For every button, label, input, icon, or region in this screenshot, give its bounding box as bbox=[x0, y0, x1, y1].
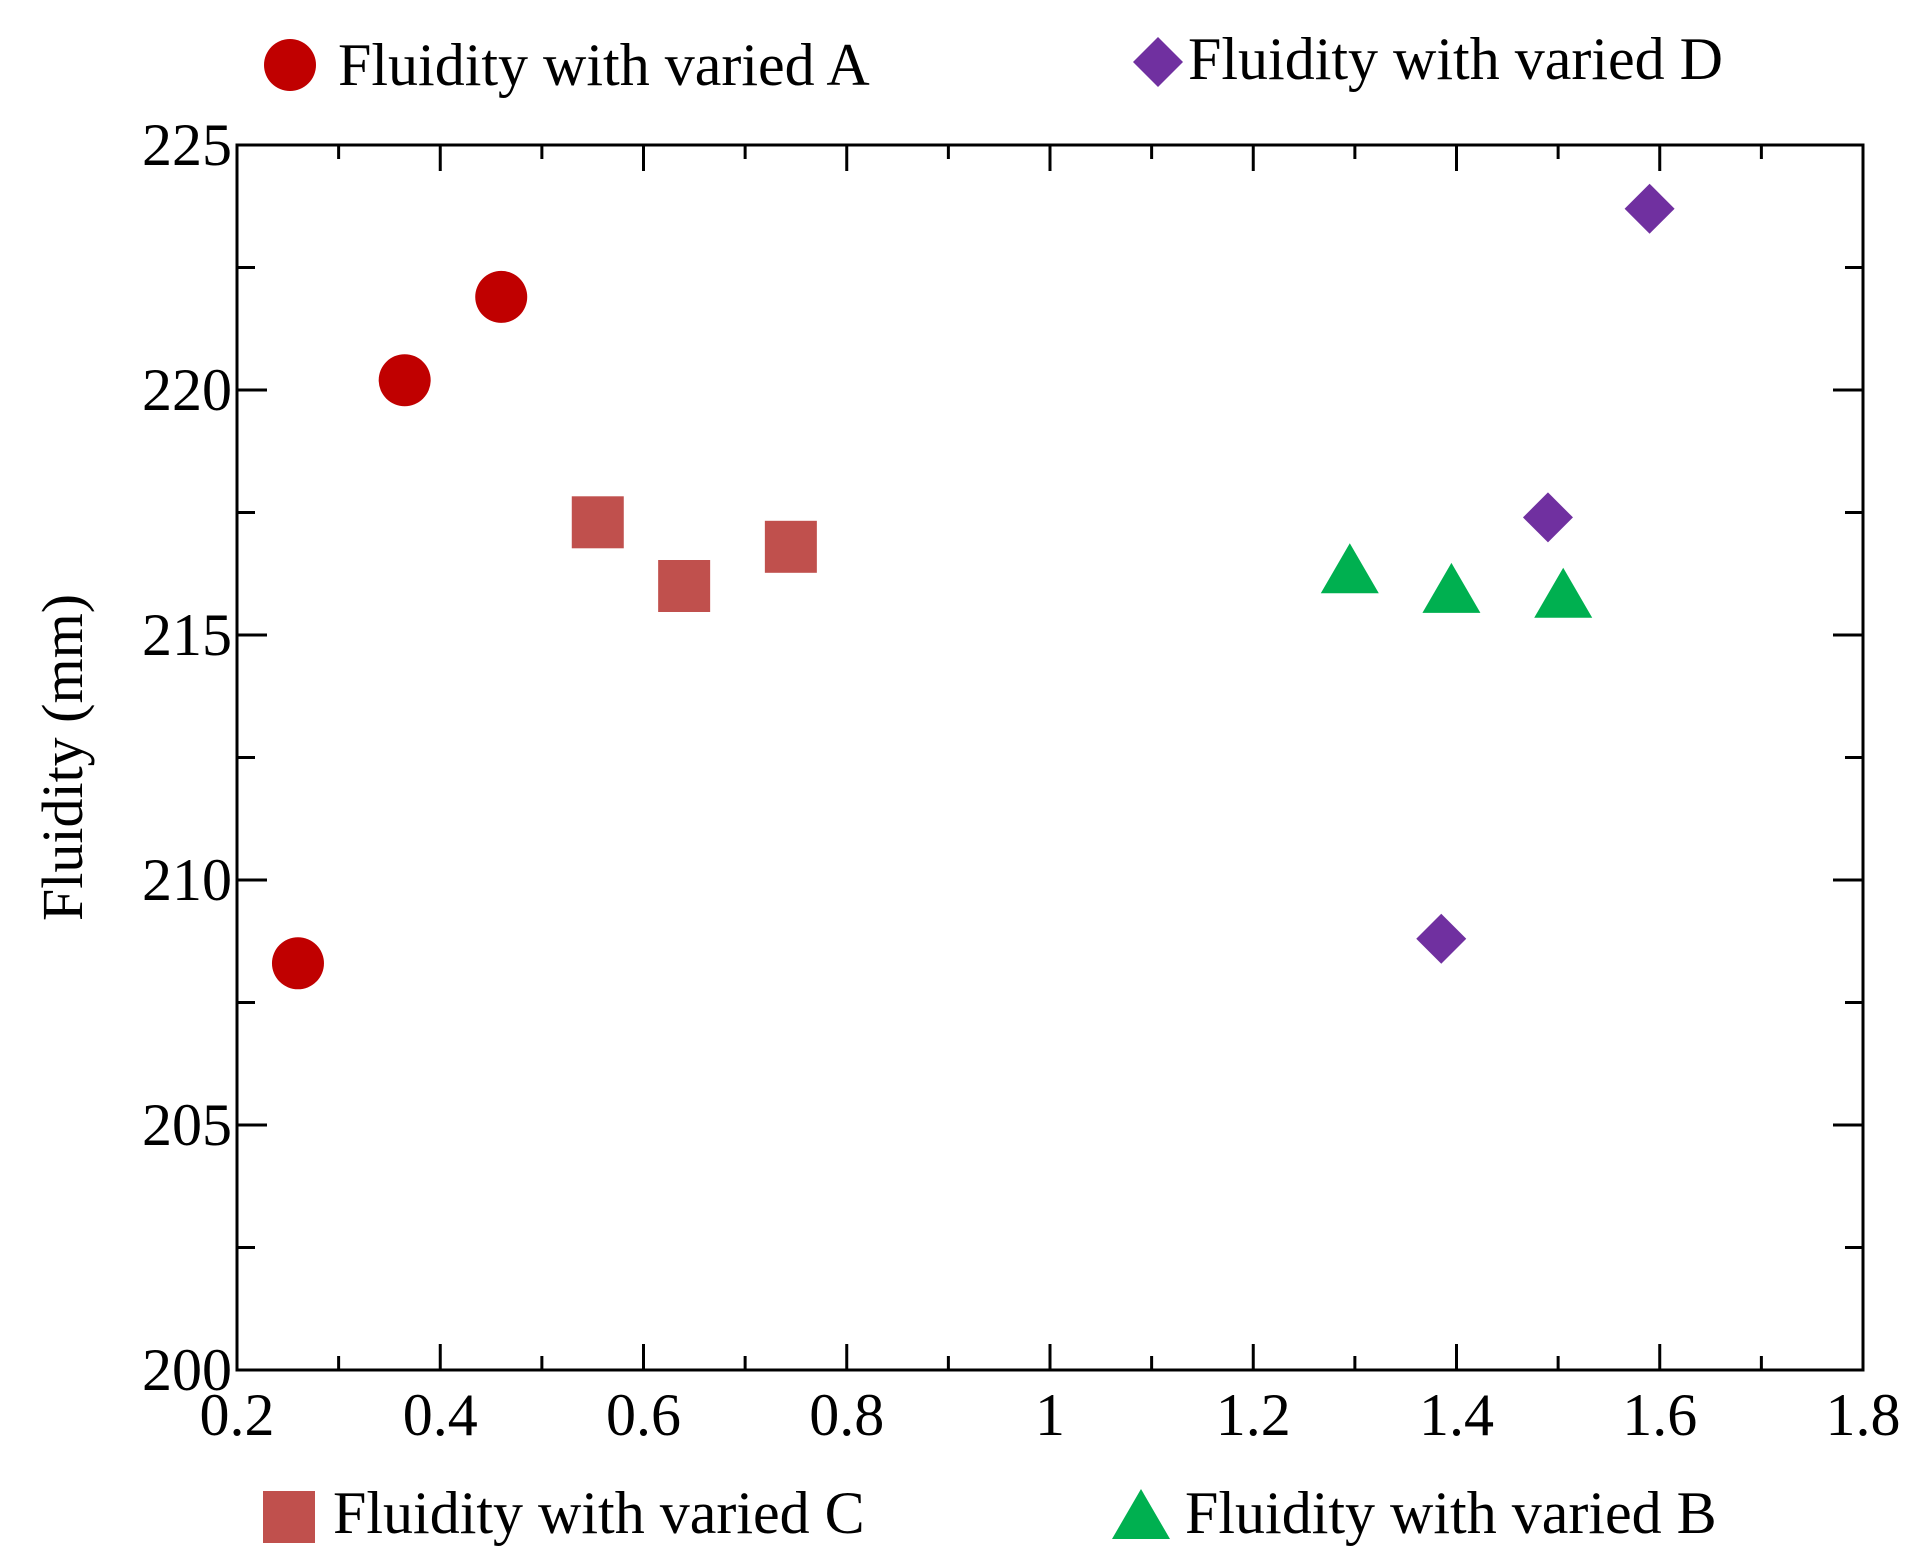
x-tick-label: 1.4 bbox=[1419, 1382, 1494, 1448]
point-B-1 bbox=[1320, 543, 1379, 594]
y-tick-label: 210 bbox=[142, 847, 232, 913]
point-A-1 bbox=[271, 937, 324, 990]
y-tick-label: 225 bbox=[142, 112, 232, 178]
x-tick-label: 0.4 bbox=[403, 1382, 478, 1448]
point-B-3 bbox=[1534, 567, 1593, 618]
x-tick-label: 1.8 bbox=[1826, 1382, 1901, 1448]
x-tick-label: 0.6 bbox=[606, 1382, 681, 1448]
x-tick-label: 1.2 bbox=[1216, 1382, 1291, 1448]
point-C-1 bbox=[571, 496, 624, 549]
point-D-1 bbox=[1416, 913, 1467, 964]
y-axis-tick-labels: 200 205 210 215 220 225 bbox=[142, 112, 232, 1403]
plot-area-frame bbox=[235, 143, 1865, 1372]
legend-label-B: Fluidity with varied B bbox=[1185, 1480, 1717, 1546]
legend-item-C: Fluidity with varied C bbox=[263, 1480, 865, 1546]
y-axis-label: Fluidity (mm) bbox=[30, 594, 95, 921]
legend-marker-C bbox=[263, 1491, 315, 1543]
point-C-2 bbox=[658, 560, 711, 612]
axis-ticks bbox=[235, 143, 1865, 1372]
x-tick-label: 0.2 bbox=[200, 1382, 275, 1448]
y-tick-label: 215 bbox=[142, 602, 232, 668]
legend-label-A: Fluidity with varied A bbox=[338, 32, 870, 98]
x-tick-label: 0.8 bbox=[809, 1382, 884, 1448]
data-points bbox=[271, 183, 1675, 990]
legend-marker-A bbox=[264, 39, 316, 91]
point-D-3 bbox=[1624, 183, 1675, 234]
legend-marker-B bbox=[1112, 1489, 1170, 1539]
point-A-3 bbox=[475, 270, 528, 323]
x-axis-tick-labels: 0.2 0.4 0.6 0.8 1 1.2 1.4 1.6 1.8 bbox=[200, 1382, 1901, 1448]
y-tick-label: 220 bbox=[142, 357, 232, 423]
y-tick-label: 205 bbox=[142, 1092, 232, 1158]
x-tick-label: 1 bbox=[1035, 1382, 1065, 1448]
legend-label-C: Fluidity with varied C bbox=[333, 1480, 865, 1546]
point-B-2 bbox=[1422, 562, 1481, 613]
legend-marker-D bbox=[1133, 37, 1183, 87]
legend-label-D: Fluidity with varied D bbox=[1188, 26, 1723, 92]
point-A-2 bbox=[378, 354, 431, 407]
x-tick-label: 1.6 bbox=[1622, 1382, 1697, 1448]
legend-item-B: Fluidity with varied B bbox=[1112, 1480, 1717, 1546]
legend-item-D: Fluidity with varied D bbox=[1133, 26, 1723, 92]
legend-item-A: Fluidity with varied A bbox=[264, 32, 870, 98]
legend: Fluidity with varied A Fluidity with var… bbox=[263, 26, 1723, 1546]
y-tick-label: 200 bbox=[142, 1337, 232, 1403]
point-D-2 bbox=[1522, 492, 1573, 543]
point-C-3 bbox=[764, 520, 817, 573]
